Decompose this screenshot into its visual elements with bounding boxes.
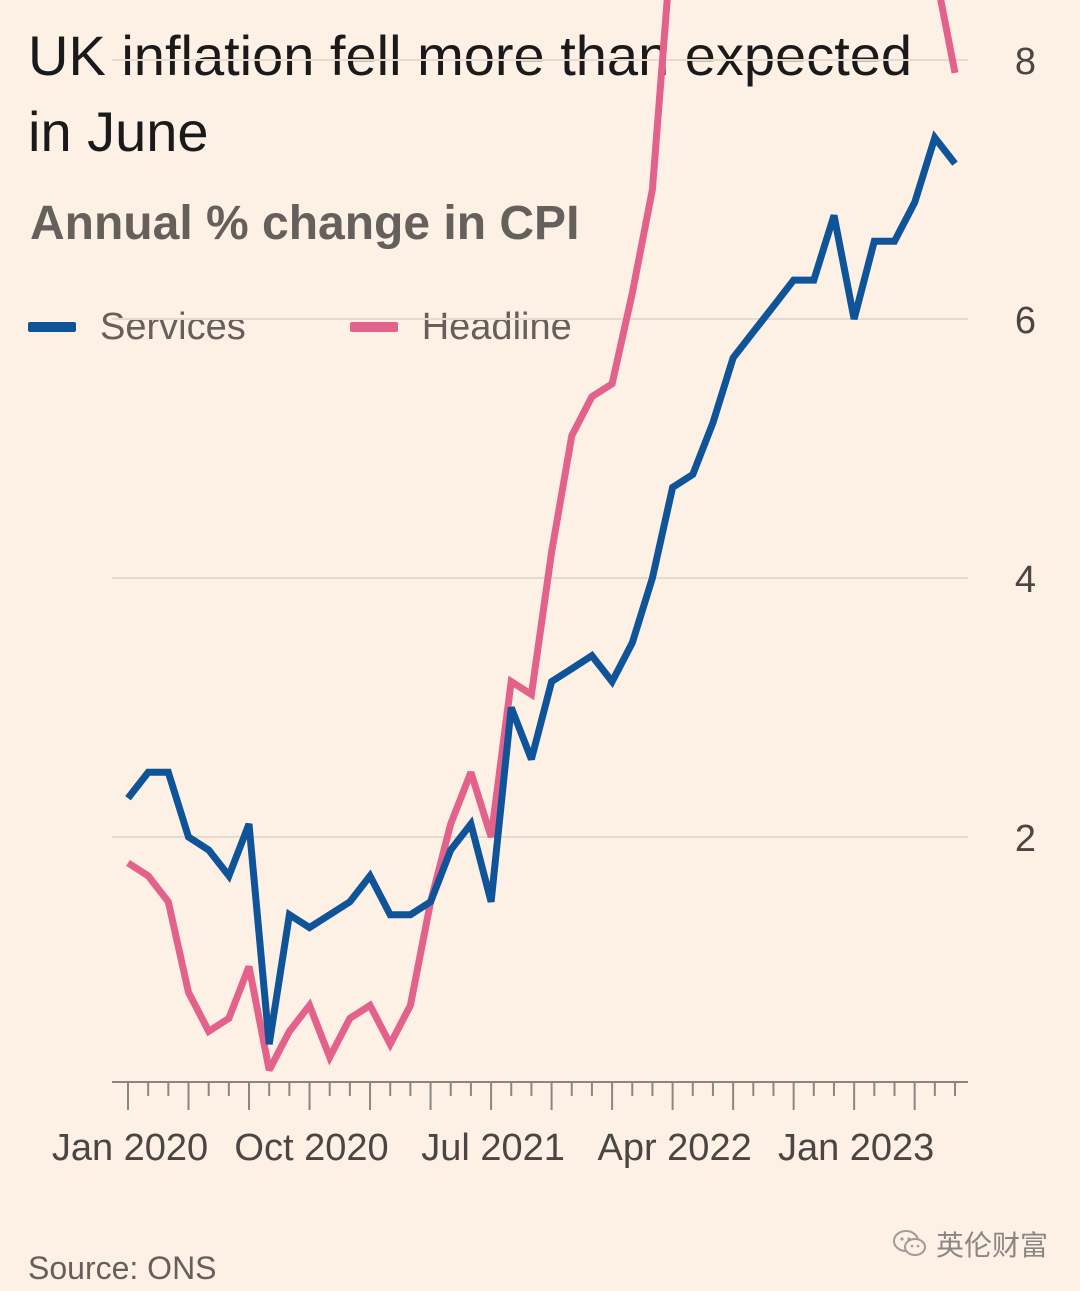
x-tick-label-jan-2023: Jan 2023 xyxy=(778,1127,934,1169)
gridlines xyxy=(112,59,968,838)
legend-label-headline: Headline xyxy=(421,305,572,348)
x-tick-label-jan-2020: Jan 2020 xyxy=(52,1127,208,1169)
source-note: Source: ONS xyxy=(28,1250,217,1286)
y-tick-label-4: 4 xyxy=(1015,559,1036,601)
series-line-services xyxy=(125,130,958,1045)
watermark-text: 英伦财富 xyxy=(936,1230,1049,1261)
chart-title: UK inflation fell more than expected in … xyxy=(28,24,913,163)
x-axis xyxy=(112,1081,968,1110)
x-tick-label-apr-2022: Apr 2022 xyxy=(597,1127,751,1169)
legend-swatch-services xyxy=(28,322,76,332)
legend-item-headline: Headline xyxy=(349,305,572,349)
y-tick-label-2: 2 xyxy=(1015,818,1036,860)
series-line-headline xyxy=(126,0,959,1072)
y-tick-label-8: 8 xyxy=(1015,41,1036,83)
wechat-icon xyxy=(893,1230,926,1256)
x-axis-labels: Jan 2020 Oct 2020 Jul 2021 Apr 2022 Jan 2023 xyxy=(52,1127,935,1169)
chart-subtitle: Annual % change in CPI xyxy=(30,197,580,250)
y-axis-labels: 246810 xyxy=(1015,41,1036,860)
y-tick-label-6: 6 xyxy=(1015,300,1036,342)
legend-swatch-headline xyxy=(349,322,398,332)
legend: Services Headline xyxy=(28,300,676,354)
legend-item-services: Services xyxy=(28,306,246,349)
series-lines xyxy=(125,0,959,1072)
x-tick-label-oct-2020: Oct 2020 xyxy=(234,1127,388,1169)
legend-label-services: Services xyxy=(100,305,246,348)
x-tick-label-jul-2021: Jul 2021 xyxy=(421,1127,565,1169)
watermark: 英伦财富 xyxy=(892,1224,1048,1264)
